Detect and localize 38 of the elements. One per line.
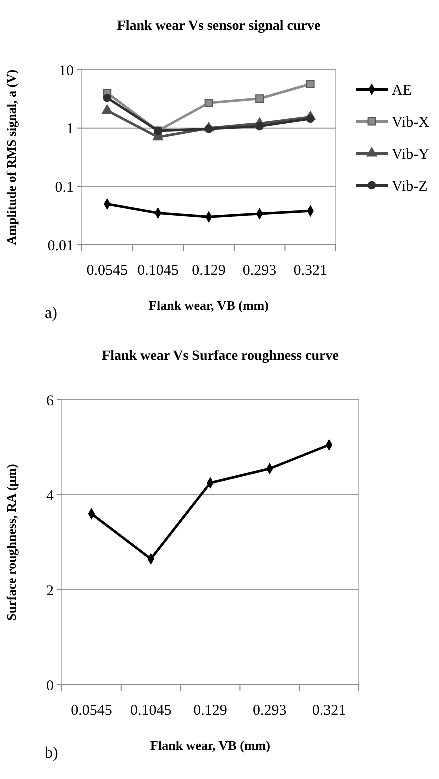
x-tick-label: 0.321 xyxy=(312,703,346,719)
x-tick-label: 0.129 xyxy=(194,703,228,719)
point xyxy=(256,122,264,131)
text: a) xyxy=(45,305,58,322)
y-tick-label: 2 xyxy=(46,583,54,600)
x-tick-label: 0.1045 xyxy=(138,263,179,279)
y-tick-label: 0.01 xyxy=(48,238,74,254)
point xyxy=(306,114,315,124)
y-axis-title: Amplitude of RMS signal, a (V) xyxy=(4,70,19,246)
point xyxy=(306,80,315,88)
legend-label: Vib-Z xyxy=(392,178,428,195)
legend-label: Vib-X xyxy=(392,114,430,131)
x-tick-label: 0.0545 xyxy=(86,263,128,279)
y-tick-label: 10 xyxy=(59,63,74,80)
x-tick-label: 0.0545 xyxy=(71,703,112,719)
y-axis-title: Surface roughness, RA (μm) xyxy=(4,464,19,621)
text: b) xyxy=(45,745,58,762)
y-tick-label: 4 xyxy=(46,488,54,504)
point xyxy=(103,94,112,102)
x-tick-label: 0.321 xyxy=(294,263,328,279)
x-tick-label: 0.293 xyxy=(253,703,287,719)
x-tick-label: 0.1045 xyxy=(130,703,172,719)
y-tick-label: 0.1 xyxy=(55,180,74,196)
chart-title: Flank wear Vs sensor signal curve xyxy=(117,19,321,34)
point xyxy=(256,94,264,104)
x-tick-label: 0.129 xyxy=(192,263,226,279)
y-tick-label: 1 xyxy=(66,122,74,138)
point xyxy=(204,98,214,108)
x-axis-title: Flank wear, VB (mm) xyxy=(150,738,270,753)
legend-label: Vib-Y xyxy=(392,146,430,163)
y-tick-label: 0 xyxy=(46,678,54,694)
x-tick-label: 0.293 xyxy=(242,263,277,279)
point xyxy=(102,104,114,114)
y-tick-label: 6 xyxy=(46,393,54,410)
point xyxy=(204,124,214,134)
legend-label: AE xyxy=(392,82,412,99)
x-axis-title: Flank wear, VB (mm) xyxy=(149,298,269,313)
chart-title: Flank wear Vs Surface roughness curve xyxy=(102,349,339,364)
